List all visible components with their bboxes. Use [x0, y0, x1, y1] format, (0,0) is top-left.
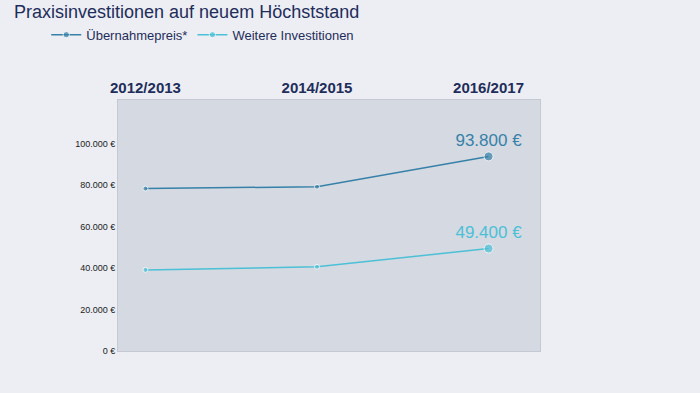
svg-text:2012/2013: 2012/2013: [110, 79, 181, 96]
svg-text:93.800 €: 93.800 €: [455, 131, 522, 150]
svg-text:0 €: 0 €: [103, 346, 116, 356]
svg-text:20.000 €: 20.000 €: [80, 305, 115, 315]
svg-text:100.000 €: 100.000 €: [75, 139, 115, 149]
svg-text:2016/2017: 2016/2017: [453, 79, 524, 96]
svg-text:2014/2015: 2014/2015: [282, 79, 353, 96]
svg-text:Weitere Investitionen: Weitere Investitionen: [232, 28, 353, 43]
svg-text:80.000 €: 80.000 €: [80, 180, 115, 190]
svg-text:60.000 €: 60.000 €: [80, 222, 115, 232]
svg-text:Praxisinvestitionen auf neuem: Praxisinvestitionen auf neuem Höchststan…: [14, 2, 359, 22]
svg-text:Übernahmepreis*: Übernahmepreis*: [86, 28, 187, 43]
svg-text:40.000 €: 40.000 €: [80, 263, 115, 273]
svg-text:49.400 €: 49.400 €: [455, 223, 522, 242]
